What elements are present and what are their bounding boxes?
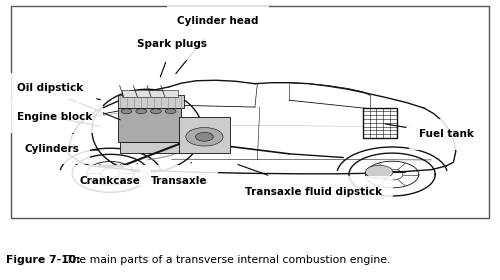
Text: Crankcase: Crankcase [80,164,141,186]
FancyBboxPatch shape [122,90,178,97]
FancyBboxPatch shape [11,6,489,218]
Ellipse shape [121,109,132,114]
Text: Figure 7-10:: Figure 7-10: [6,255,81,265]
Text: Engine block: Engine block [17,112,100,127]
FancyBboxPatch shape [362,108,397,138]
Circle shape [186,127,223,146]
Ellipse shape [150,109,162,114]
Text: The main parts of a transverse internal combustion engine.: The main parts of a transverse internal … [59,255,390,265]
Text: Spark plugs: Spark plugs [138,39,208,77]
Text: Transaxle fluid dipstick: Transaxle fluid dipstick [238,165,382,197]
Circle shape [196,132,213,141]
FancyBboxPatch shape [179,117,231,153]
Circle shape [366,165,393,179]
Text: Transaxle: Transaxle [150,162,207,186]
FancyBboxPatch shape [120,142,180,153]
FancyBboxPatch shape [118,95,184,108]
Text: Cylinder head: Cylinder head [176,16,259,74]
Text: Fuel tank: Fuel tank [385,124,474,139]
FancyBboxPatch shape [118,108,182,142]
Text: Cylinders: Cylinders [24,144,98,154]
Ellipse shape [136,109,146,114]
Text: Oil dipstick: Oil dipstick [17,83,100,100]
Ellipse shape [165,109,176,114]
